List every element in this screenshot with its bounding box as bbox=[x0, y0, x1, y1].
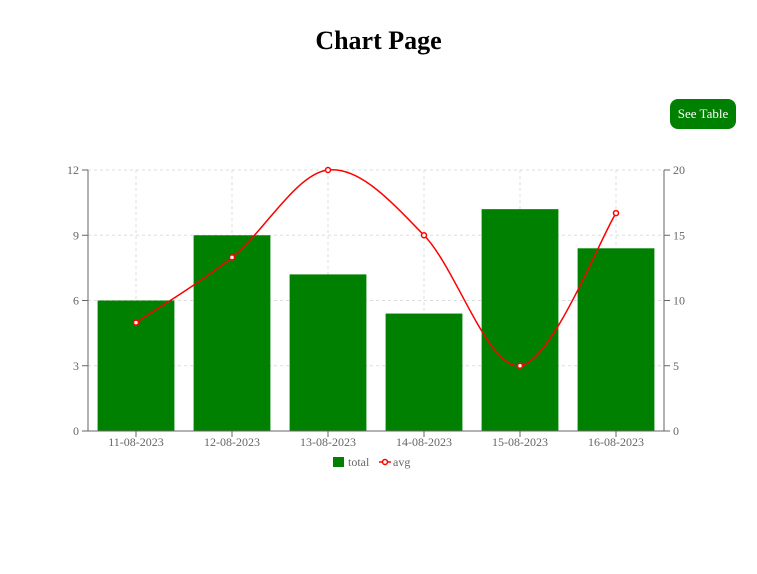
avg-point-15-08-2023 bbox=[516, 362, 524, 369]
legend-total-swatch bbox=[333, 457, 344, 467]
avg-point-14-08-2023 bbox=[420, 232, 428, 239]
avg-point-16-08-2023 bbox=[612, 209, 620, 217]
y-left-tick-label: 12 bbox=[67, 163, 79, 177]
avg-point-11-08-2023 bbox=[132, 319, 140, 326]
y-right-tick-label: 20 bbox=[673, 163, 685, 177]
x-tick-label: 14-08-2023 bbox=[396, 435, 452, 449]
legend-avg-label: avg bbox=[393, 455, 410, 469]
x-tick-label: 13-08-2023 bbox=[300, 435, 356, 449]
x-tick-label: 15-08-2023 bbox=[492, 435, 548, 449]
y-right-tick-label: 5 bbox=[673, 359, 679, 373]
y-left-tick-label: 0 bbox=[73, 424, 79, 438]
x-tick-label: 11-08-2023 bbox=[108, 435, 164, 449]
page-title: Chart Page bbox=[315, 26, 442, 55]
avg-point-13-08-2023 bbox=[324, 166, 332, 174]
bar-16-08-2023 bbox=[577, 248, 655, 431]
avg-point-12-08-2023 bbox=[228, 254, 236, 261]
bar-12-08-2023 bbox=[193, 235, 271, 431]
y-right-tick-label: 10 bbox=[673, 294, 685, 308]
y-left-tick-label: 3 bbox=[73, 359, 79, 373]
see-table-button[interactable]: See Table bbox=[670, 99, 736, 129]
bar-13-08-2023 bbox=[289, 274, 367, 431]
legend-avg-marker bbox=[381, 458, 389, 466]
y-right-tick-label: 0 bbox=[673, 424, 679, 438]
legend-total-label: total bbox=[348, 455, 370, 469]
y-left-tick-label: 9 bbox=[73, 228, 79, 242]
x-tick-label: 12-08-2023 bbox=[204, 435, 260, 449]
bar-14-08-2023 bbox=[385, 313, 463, 431]
bar-15-08-2023 bbox=[481, 209, 559, 431]
y-left-tick-label: 6 bbox=[73, 294, 79, 308]
x-tick-label: 16-08-2023 bbox=[588, 435, 644, 449]
y-right-tick-label: 15 bbox=[673, 228, 685, 242]
